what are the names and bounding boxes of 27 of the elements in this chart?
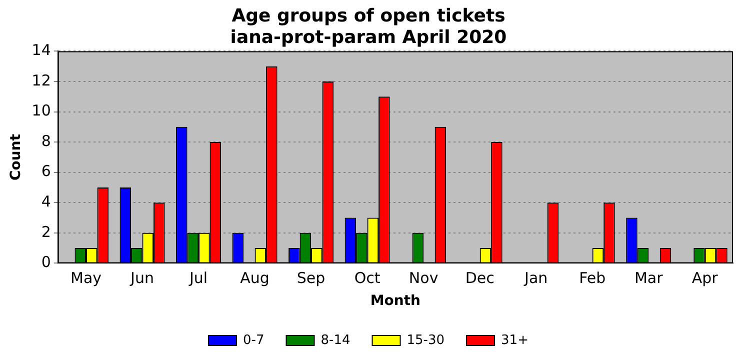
- x-tick-label: Jun: [130, 269, 154, 288]
- y-tick-label: 6: [41, 162, 51, 180]
- x-tick-label: Apr: [692, 269, 719, 288]
- x-tick-label: Aug: [240, 269, 270, 288]
- x-tick-label: May: [70, 269, 102, 288]
- y-tick-label: 0: [41, 253, 51, 272]
- y-tick-label: 10: [32, 102, 51, 120]
- x-tick-label: Mar: [634, 269, 664, 288]
- x-tick-label: Dec: [465, 269, 494, 288]
- legend-label: 0-7: [243, 332, 264, 348]
- x-tick-label: Oct: [354, 269, 380, 288]
- y-tick-label: 4: [41, 192, 51, 211]
- chart-title: Age groups of open tickets iana-prot-param April 2020: [230, 5, 507, 48]
- x-tick-label: Jan: [524, 269, 548, 288]
- legend-label: 8-14: [320, 332, 350, 348]
- y-tick-label: 12: [32, 71, 51, 90]
- x-tick-label: Sep: [296, 269, 326, 288]
- x-tick-label: Jul: [188, 269, 208, 288]
- legend-label: 15-30: [406, 332, 445, 348]
- x-tick-label: Feb: [579, 269, 606, 288]
- y-tick-label: 14: [32, 41, 51, 60]
- y-tick-label: 8: [41, 132, 51, 150]
- y-tick-label: 2: [41, 222, 51, 241]
- legend-label: 31+: [501, 332, 528, 348]
- x-axis-title: Month: [370, 293, 421, 310]
- x-tick-label: Nov: [408, 269, 438, 288]
- y-axis-title: Count: [8, 134, 24, 180]
